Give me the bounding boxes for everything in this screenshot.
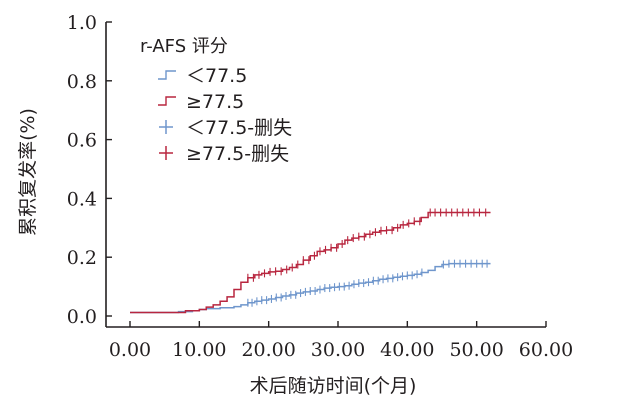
x-tick-label: 60.00 — [519, 339, 573, 361]
y-tick-label: 0.0 — [67, 306, 97, 328]
ticks: 0.00 10.00 20.00 30.00 40.00 50.00 60.00 0.0 0.2… — [67, 12, 573, 361]
axes — [105, 22, 546, 328]
legend-label: ≥77.5 — [186, 91, 244, 113]
y-tick-label: 0.8 — [67, 71, 97, 93]
y-axis-title: 累积复发率(%) — [17, 108, 39, 236]
legend-label: ＜77.5-删失 — [186, 117, 292, 139]
y-tick-label: 0.6 — [67, 130, 97, 152]
legend-symbol-step — [158, 70, 176, 80]
x-tick-label: 30.00 — [311, 339, 365, 361]
plot-area — [130, 208, 491, 314]
x-tick-label: 40.00 — [380, 339, 434, 361]
y-tick-label: 0.4 — [67, 188, 97, 210]
y-tick-label: 1.0 — [67, 12, 97, 34]
legend: r-AFS 评分 ＜77.5 ≥77.5 ＜77.5-删失 ≥77.5-删失 — [140, 36, 292, 165]
x-tick-label: 0.00 — [109, 339, 151, 361]
x-tick-label: 50.00 — [449, 339, 503, 361]
legend-title: r-AFS 评分 — [140, 36, 228, 57]
legend-label: ≥77.5-删失 — [186, 143, 289, 165]
series-line-low — [130, 262, 491, 314]
series-line-high — [130, 211, 491, 314]
legend-symbol-step — [158, 96, 176, 106]
x-tick-label: 10.00 — [172, 339, 226, 361]
y-tick-label: 0.2 — [67, 247, 97, 269]
x-tick-label: 20.00 — [241, 339, 295, 361]
legend-label: ＜77.5 — [186, 65, 247, 87]
x-axis-title: 术后随访时间(个月) — [250, 375, 417, 397]
